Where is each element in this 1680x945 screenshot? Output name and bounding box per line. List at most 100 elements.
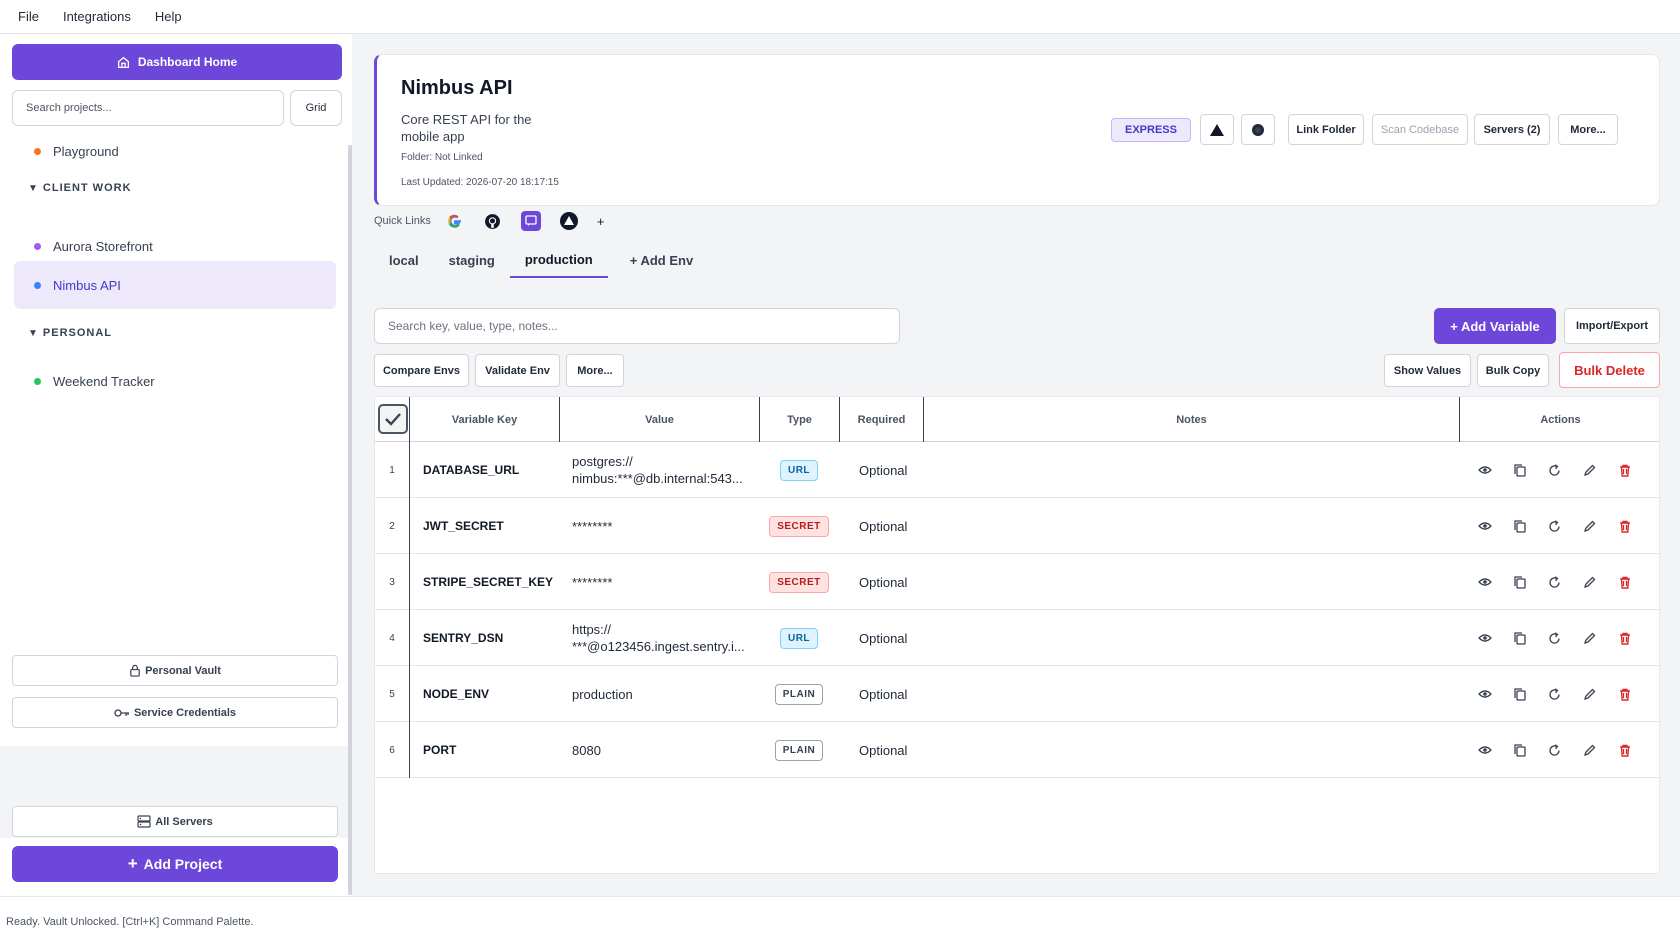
- grid-view-button[interactable]: Grid: [290, 90, 342, 126]
- variable-value[interactable]: production: [572, 686, 633, 702]
- type-badge[interactable]: SECRET: [769, 515, 829, 537]
- toolbar-more-button[interactable]: More...: [566, 354, 624, 387]
- eye-icon[interactable]: [1467, 628, 1502, 648]
- copy-icon[interactable]: [1502, 516, 1537, 536]
- menu-file[interactable]: File: [18, 9, 39, 24]
- trash-icon[interactable]: [1607, 572, 1642, 592]
- eye-icon[interactable]: [1467, 684, 1502, 704]
- refresh-icon[interactable]: [1537, 516, 1572, 536]
- copy-icon[interactable]: [1502, 460, 1537, 480]
- trash-icon[interactable]: [1607, 684, 1642, 704]
- copy-icon[interactable]: [1502, 572, 1537, 592]
- service-credentials-button[interactable]: Service Credentials: [12, 697, 338, 728]
- refresh-icon[interactable]: [1537, 684, 1572, 704]
- type-badge[interactable]: SECRET: [769, 571, 829, 593]
- add-env-tab[interactable]: + Add Env: [629, 252, 694, 268]
- copy-icon[interactable]: [1502, 740, 1537, 760]
- variable-required[interactable]: Optional: [859, 630, 908, 646]
- variable-required[interactable]: Optional: [859, 518, 908, 534]
- github-icon[interactable]: [483, 211, 503, 231]
- vercel-icon[interactable]: [559, 211, 579, 231]
- table-row[interactable]: 3 STRIPE_SECRET_KEY ******** SECRET Optional: [375, 554, 1659, 610]
- project-more-button[interactable]: More...: [1558, 114, 1618, 145]
- variable-key[interactable]: PORT: [409, 722, 559, 778]
- trash-icon[interactable]: [1607, 460, 1642, 480]
- variable-key[interactable]: DATABASE_URL: [409, 442, 559, 498]
- sidebar-scrollbar[interactable]: [348, 145, 353, 895]
- copy-icon[interactable]: [1502, 684, 1537, 704]
- refresh-icon[interactable]: [1537, 628, 1572, 648]
- project-item-playground[interactable]: Playground: [14, 126, 336, 176]
- variable-search-input[interactable]: [374, 308, 900, 344]
- type-badge[interactable]: PLAIN: [774, 739, 824, 761]
- table-row[interactable]: 2 JWT_SECRET ******** SECRET Optional: [375, 498, 1659, 554]
- tab-staging[interactable]: staging: [448, 252, 495, 268]
- add-quick-link-button[interactable]: +: [596, 213, 605, 229]
- copy-icon[interactable]: [1502, 628, 1537, 648]
- eye-icon[interactable]: [1467, 516, 1502, 536]
- all-servers-button[interactable]: All Servers: [12, 806, 338, 837]
- netlify-deploy-button[interactable]: [1241, 114, 1275, 145]
- group-header-personal[interactable]: ▼ PERSONAL: [28, 327, 112, 339]
- bulk-delete-button[interactable]: Bulk Delete: [1559, 352, 1660, 388]
- tab-local[interactable]: local: [389, 252, 419, 268]
- variable-key[interactable]: JWT_SECRET: [409, 498, 559, 554]
- edit-icon[interactable]: [1572, 684, 1607, 704]
- refresh-icon[interactable]: [1537, 572, 1572, 592]
- chat-icon[interactable]: [520, 211, 541, 231]
- variable-required[interactable]: Optional: [859, 574, 908, 590]
- header-variable-key[interactable]: Variable Key: [409, 397, 559, 442]
- variable-value[interactable]: postgres:// nimbus:***@db.internal:543..…: [572, 454, 743, 486]
- link-folder-button[interactable]: Link Folder: [1288, 114, 1364, 145]
- variable-required[interactable]: Optional: [859, 742, 908, 758]
- eye-icon[interactable]: [1467, 740, 1502, 760]
- menu-integrations[interactable]: Integrations: [62, 9, 131, 24]
- header-value[interactable]: Value: [559, 397, 759, 442]
- menu-help[interactable]: Help: [154, 9, 182, 24]
- edit-icon[interactable]: [1572, 628, 1607, 648]
- trash-icon[interactable]: [1607, 740, 1642, 760]
- header-required[interactable]: Required: [839, 397, 923, 442]
- tab-production[interactable]: production: [509, 242, 608, 278]
- edit-icon[interactable]: [1572, 516, 1607, 536]
- header-type[interactable]: Type: [759, 397, 839, 442]
- refresh-icon[interactable]: [1537, 460, 1572, 480]
- add-variable-button[interactable]: + Add Variable: [1434, 308, 1556, 344]
- vercel-deploy-button[interactable]: [1200, 114, 1234, 145]
- eye-icon[interactable]: [1467, 572, 1502, 592]
- variable-value[interactable]: ********: [572, 518, 613, 534]
- select-all-checkbox[interactable]: [378, 404, 408, 434]
- project-item-weekend-tracker[interactable]: Weekend Tracker: [14, 356, 336, 406]
- variable-value[interactable]: https:// ***@o123456.ingest.sentry.i...: [572, 622, 745, 654]
- table-row[interactable]: 6 PORT 8080 PLAIN Optional: [375, 722, 1659, 778]
- dashboard-home-button[interactable]: Dashboard Home: [12, 44, 342, 80]
- variable-required[interactable]: Optional: [859, 462, 908, 478]
- edit-icon[interactable]: [1572, 572, 1607, 592]
- google-icon[interactable]: [445, 211, 465, 231]
- group-header-client-work[interactable]: ▼ CLIENT WORK: [28, 182, 132, 194]
- variable-required[interactable]: Optional: [859, 686, 908, 702]
- personal-vault-button[interactable]: Personal Vault: [12, 655, 338, 686]
- table-row[interactable]: 4 SENTRY_DSN https:// ***@o123456.ingest.s…: [375, 610, 1659, 666]
- project-item-nimbus-api[interactable]: Nimbus API: [14, 261, 336, 309]
- project-item-aurora-storefront[interactable]: Aurora Storefront: [14, 221, 336, 271]
- variable-key[interactable]: STRIPE_SECRET_KEY: [409, 554, 559, 610]
- add-project-button[interactable]: + Add Project: [12, 846, 338, 882]
- trash-icon[interactable]: [1607, 516, 1642, 536]
- type-badge[interactable]: PLAIN: [774, 683, 824, 705]
- bulk-copy-button[interactable]: Bulk Copy: [1477, 354, 1549, 387]
- type-badge[interactable]: URL: [779, 459, 819, 481]
- variable-key[interactable]: NODE_ENV: [409, 666, 559, 722]
- refresh-icon[interactable]: [1537, 740, 1572, 760]
- edit-icon[interactable]: [1572, 740, 1607, 760]
- scan-codebase-button[interactable]: Scan Codebase: [1372, 114, 1468, 145]
- import-export-button[interactable]: Import/Export: [1564, 308, 1660, 344]
- validate-env-button[interactable]: Validate Env: [475, 354, 560, 387]
- variable-value[interactable]: ********: [572, 574, 613, 590]
- variable-value[interactable]: 8080: [572, 742, 601, 758]
- header-notes[interactable]: Notes: [923, 397, 1459, 442]
- type-badge[interactable]: URL: [779, 627, 819, 649]
- servers-button[interactable]: Servers (2): [1474, 114, 1550, 145]
- variable-key[interactable]: SENTRY_DSN: [409, 610, 559, 666]
- project-search-input[interactable]: [12, 90, 284, 126]
